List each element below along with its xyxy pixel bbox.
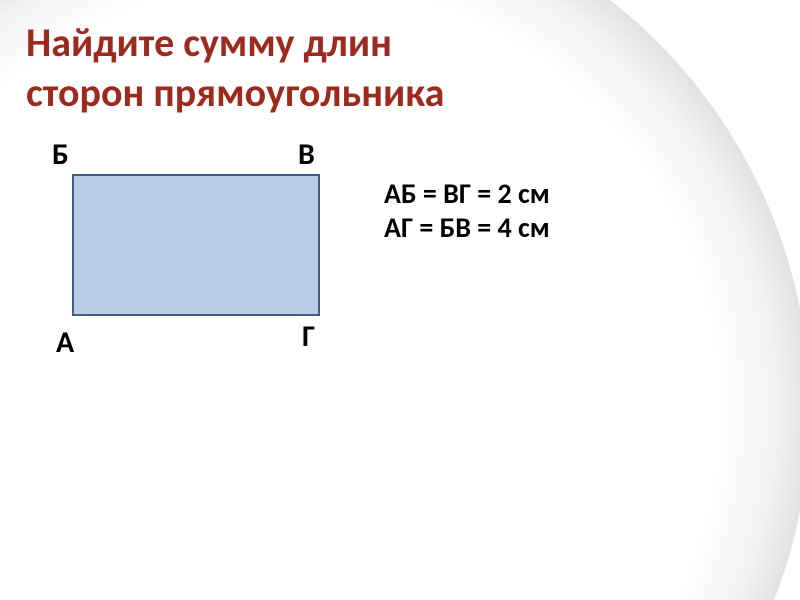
slide: Найдите сумму длин сторон прямоугольника… <box>0 0 800 600</box>
equation-line-2: АГ = БВ = 4 см <box>384 210 550 245</box>
vertex-label-top-left: Б <box>52 136 69 173</box>
vertex-label-top-right: В <box>298 136 315 173</box>
title-line-1: Найдите сумму длин <box>26 18 444 68</box>
vertex-label-bottom-left: А <box>56 324 74 361</box>
rectangle-shape <box>72 174 320 316</box>
equation-line-1: АБ = ВГ = 2 см <box>384 176 550 211</box>
slide-title: Найдите сумму длин сторон прямоугольника <box>26 18 444 118</box>
title-line-2: сторон прямоугольника <box>26 68 444 118</box>
vertex-label-bottom-right: Г <box>302 318 315 355</box>
